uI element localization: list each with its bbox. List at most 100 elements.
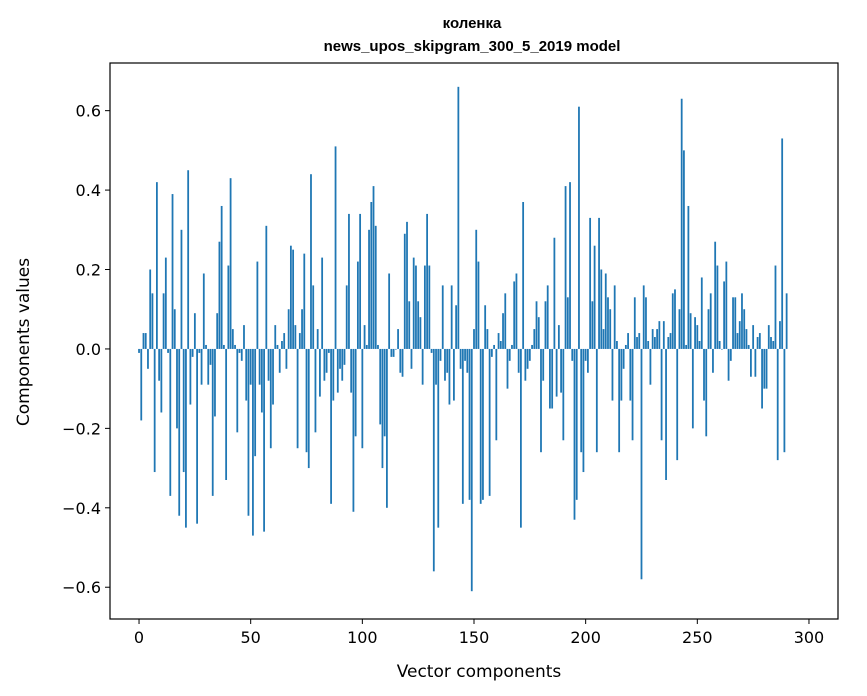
bar [611,348,614,401]
bar [312,285,315,349]
bar [432,348,435,572]
bar [569,182,571,349]
bar [359,213,362,349]
bar [754,348,757,377]
bar [218,241,221,349]
bar [607,297,609,349]
bar [591,301,594,349]
bar [620,348,623,401]
bar [305,348,308,453]
bar [272,348,274,405]
bar [372,186,375,349]
bar [428,265,431,349]
bar [671,293,674,349]
bar [604,273,607,349]
bar [696,325,699,349]
bar [370,202,373,349]
bar [274,325,277,349]
bar [752,325,755,349]
bar [593,245,596,349]
bar [336,348,339,393]
bar [738,321,741,349]
bar [466,348,469,373]
bar [504,293,507,349]
bar [517,348,520,373]
bar [178,348,181,516]
bar [314,348,317,433]
x-tick-label: 50 [241,628,261,647]
bar [310,174,312,349]
bar [691,348,694,429]
bar [243,325,245,349]
y-tick-label: −0.6 [62,578,101,597]
bar [220,205,223,349]
bar [526,348,529,369]
bar [419,317,422,349]
bar [453,348,455,401]
bar [497,333,500,349]
bar [727,348,730,381]
bar [513,281,516,349]
y-tick-label: −0.4 [62,499,101,518]
bar [694,317,696,349]
bar [417,301,420,349]
bar [560,348,562,393]
bar [747,344,750,349]
bar [330,348,332,504]
bar [140,348,143,421]
bar [631,348,634,441]
bar [258,348,261,385]
bar [627,333,629,349]
bar [229,178,232,349]
bar [656,329,659,349]
bar [202,273,205,349]
bar [511,344,513,349]
bar [689,313,692,349]
bar [397,329,399,349]
bar [415,265,417,349]
bar [334,146,337,349]
y-tick-label: −0.2 [62,419,101,438]
bar [647,341,650,349]
bar [718,341,721,349]
bar [189,348,192,405]
bar [482,348,484,500]
bar [745,329,748,349]
bar [234,344,236,349]
bar [544,301,547,349]
bar [444,348,446,381]
x-tick-label: 150 [459,628,490,647]
bar [618,348,621,453]
bar [557,325,560,349]
bar [289,245,292,349]
bar [761,348,763,409]
bar [327,348,330,353]
bar [662,321,665,349]
bar [339,348,341,369]
bar [573,348,576,520]
bar [566,297,569,349]
bar [325,348,328,373]
bar [506,348,509,389]
bar [772,341,775,349]
bar [185,348,187,528]
bar [645,297,647,349]
bar [493,344,495,349]
bar [265,225,268,349]
x-axis-label: Vector components [397,662,562,682]
bar [149,269,152,349]
bar [423,265,426,349]
bar [187,170,190,349]
bar [580,348,583,453]
bar [636,337,638,349]
y-tick-label: 0.6 [76,102,101,121]
bar [468,348,471,500]
bar [528,348,531,361]
bar [223,344,225,349]
bar [356,261,359,349]
bar [502,313,504,349]
bar [540,348,542,453]
bar [602,329,605,349]
bar [475,229,478,349]
bar [441,285,444,349]
